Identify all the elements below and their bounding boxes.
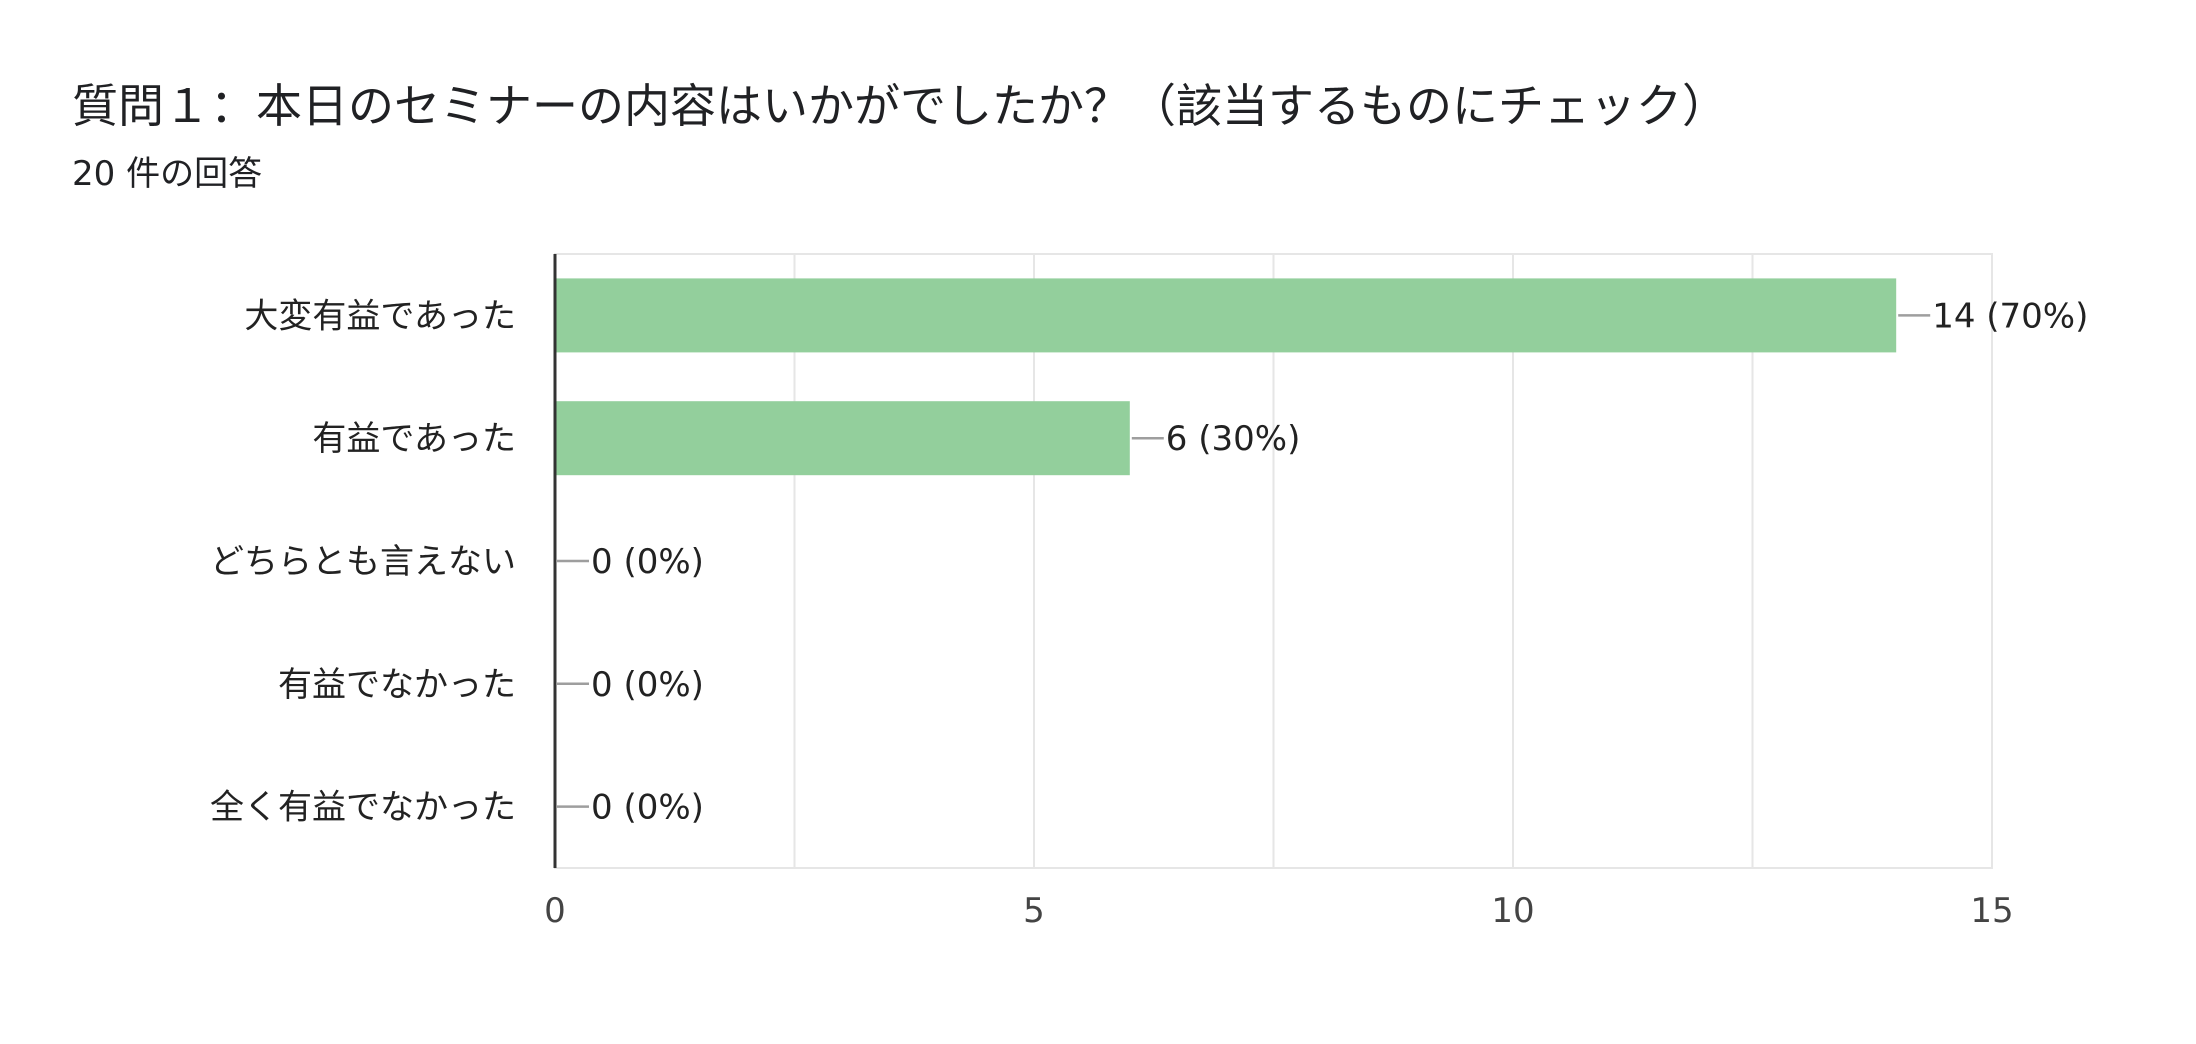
question-title: 質問１：本日のセミナーの内容はいかがでしたか？（該当するものにチェック） (72, 79, 1728, 133)
response-count: 20 件の回答 (72, 154, 263, 194)
x-tick-label: 0 (544, 891, 566, 931)
bar (555, 401, 1130, 476)
category-label: 有益でなかった (278, 665, 516, 705)
labels: 0 5 10 15 大変有益であった 14 (70%) 有益であった 6 (30%) どちらとも… (210, 296, 2088, 931)
bar (555, 278, 1897, 353)
category-label: どちらとも言えない (210, 542, 516, 582)
category-label: 有益であった (312, 419, 516, 459)
data-label: 0 (0%) (591, 788, 704, 828)
category-label: 大変有益であった (244, 296, 516, 336)
x-tick-label: 5 (1023, 891, 1045, 931)
data-label: 6 (30%) (1166, 419, 1301, 459)
bars (555, 278, 1897, 476)
data-label: 14 (70%) (1932, 296, 2088, 336)
x-tick-label: 10 (1491, 891, 1534, 931)
x-tick-label: 15 (1970, 891, 2013, 931)
data-label: 0 (0%) (591, 665, 704, 705)
category-label: 全く有益でなかった (210, 788, 516, 828)
data-label: 0 (0%) (591, 542, 704, 582)
